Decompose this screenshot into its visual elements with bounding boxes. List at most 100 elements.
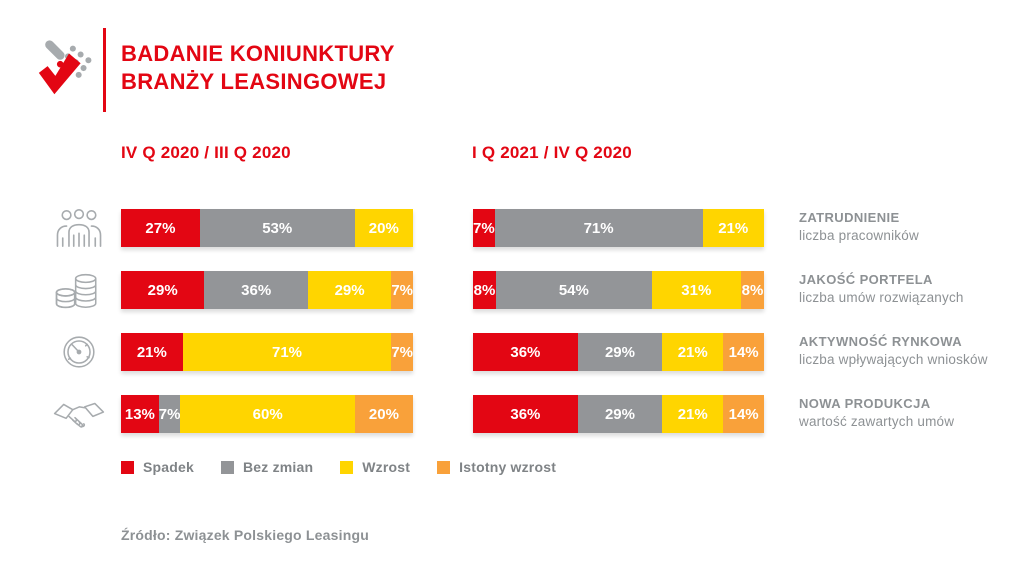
bar-segment: 36% <box>473 395 578 433</box>
bar-segment: 20% <box>354 209 414 247</box>
handshake-icon <box>50 391 108 437</box>
bar-segment: 7% <box>391 333 413 371</box>
chart-row: 29% 36% 29% 7% 8% 54% 31% 8% JAKOŚĆ PORTFELA licz… <box>0 267 1024 309</box>
legend-swatch <box>437 460 451 474</box>
stacked-bar-right-1: 8% 54% 31% 8% <box>473 271 764 309</box>
stacked-bar-left-0: 27% 53% 20% <box>121 209 414 247</box>
bar-segment: 8% <box>473 271 497 309</box>
segment-value-label: 20% <box>368 405 399 423</box>
legend-item-1: Bez zmian <box>221 459 313 475</box>
segment-value-label: 36% <box>241 281 272 299</box>
segment-value-label: 20% <box>368 219 399 237</box>
category-label: AKTYWNOŚĆ RYNKOWA liczba wpływających wni… <box>799 335 1024 369</box>
chart-rows: 27% 53% 20% 7% 71% 21% ZATRUDNIENIE liczba prac… <box>0 205 1024 453</box>
page-title: BADANIE KONIUNKTURY BRANŻY LEASINGOWEJ <box>121 40 395 96</box>
stacked-bar-right-3: 36% 29% 21% 14% <box>473 395 764 433</box>
stacked-bar-right-2: 36% 29% 21% 14% <box>473 333 764 371</box>
segment-value-label: 13% <box>124 405 155 423</box>
segment-value-label: 29% <box>604 343 635 361</box>
page-title-line1: BADANIE KONIUNKTURY <box>121 41 395 66</box>
bar-segment: 31% <box>651 271 741 309</box>
bar-segment: 29% <box>577 333 663 371</box>
segment-value-label: 53% <box>262 219 293 237</box>
legend: Spadek Bez zmian Wzrost Istotny wzrost <box>121 459 556 475</box>
chart-row: 27% 53% 20% 7% 71% 21% ZATRUDNIENIE liczba prac… <box>0 205 1024 247</box>
bar-segment: 27% <box>121 209 200 247</box>
company-logo <box>38 40 92 95</box>
bar-segment: 29% <box>121 271 205 309</box>
category-subtitle: liczba pracowników <box>799 228 919 244</box>
category-label: ZATRUDNIENIE liczba pracowników <box>799 211 1024 245</box>
bar-segment: 21% <box>662 333 724 371</box>
segment-value-label: 7% <box>158 405 181 423</box>
bar-segment: 7% <box>391 271 413 309</box>
category-label: JAKOŚĆ PORTFELA liczba umów rozwiązanych <box>799 273 1024 307</box>
category-title: NOWA PRODUKCJA <box>799 396 931 412</box>
coins-icon <box>50 267 108 313</box>
chart-row: 21% 71% 7% 36% 29% 21% 14% AKTYWNOŚĆ RYNKOWA lic… <box>0 329 1024 371</box>
bar-segment: 13% <box>121 395 159 433</box>
legend-label: Wzrost <box>362 459 411 475</box>
bar-segment: 60% <box>180 395 355 433</box>
segment-value-label: 21% <box>718 219 749 237</box>
bar-segment: 20% <box>354 395 413 433</box>
bar-segment: 21% <box>121 333 183 371</box>
segment-value-label: 36% <box>510 405 541 423</box>
segment-value-label: 60% <box>252 405 283 423</box>
segment-value-label: 71% <box>271 343 303 361</box>
bar-segment: 54% <box>496 271 652 309</box>
bar-segment: 29% <box>307 271 392 309</box>
bar-segment: 71% <box>182 333 392 371</box>
legend-item-3: Istotny wzrost <box>437 459 556 475</box>
legend-item-2: Wzrost <box>340 459 410 475</box>
legend-label: Istotny wzrost <box>459 459 557 475</box>
bar-segment: 14% <box>723 333 764 371</box>
gauge-icon <box>50 329 108 375</box>
legend-swatch <box>340 460 354 474</box>
page-title-line2: BRANŻY LEASINGOWEJ <box>121 69 387 94</box>
segment-value-label: 27% <box>145 219 176 237</box>
chart-row: 13% 7% 60% 20% 36% 29% 21% 14% NOWA PRODUKCJA war… <box>0 391 1024 433</box>
segment-value-label: 14% <box>728 405 759 423</box>
legend-swatch <box>121 460 134 474</box>
segment-value-label: 21% <box>136 343 167 361</box>
segment-value-label: 31% <box>681 281 712 299</box>
segment-value-label: 21% <box>677 343 708 361</box>
segment-value-label: 7% <box>473 219 495 237</box>
segment-value-label: 71% <box>583 219 614 237</box>
stacked-bar-left-1: 29% 36% 29% 7% <box>121 271 413 309</box>
bar-segment: 7% <box>473 209 495 247</box>
segment-value-label: 8% <box>473 281 496 299</box>
category-label: NOWA PRODUKCJA wartość zawartych umów <box>799 397 1024 431</box>
stacked-bar-left-2: 21% 71% 7% <box>121 333 413 371</box>
segment-value-label: 21% <box>677 405 708 423</box>
bar-segment: 36% <box>473 333 578 371</box>
bar-segment: 36% <box>204 271 308 309</box>
segment-value-label: 29% <box>334 281 365 299</box>
segment-value-label: 8% <box>741 281 764 299</box>
category-title: JAKOŚĆ PORTFELA <box>799 272 933 288</box>
category-subtitle: wartość zawartych umów <box>799 414 955 430</box>
stacked-bar-right-0: 7% 71% 21% <box>473 209 764 247</box>
header-divider <box>103 28 106 112</box>
segment-value-label: 14% <box>728 343 759 361</box>
category-title: AKTYWNOŚĆ RYNKOWA <box>799 334 963 350</box>
segment-value-label: 7% <box>391 281 413 299</box>
bar-segment: 21% <box>702 209 764 247</box>
bar-segment: 8% <box>740 271 764 309</box>
panel-title-right: I Q 2021 / IV Q 2020 <box>472 143 632 162</box>
stacked-bar-left-3: 13% 7% 60% 20% <box>121 395 413 433</box>
segment-value-label: 29% <box>604 405 635 423</box>
bar-segment: 7% <box>158 395 181 433</box>
legend-swatch <box>221 460 234 474</box>
legend-item-0: Spadek <box>121 459 194 475</box>
bar-segment: 21% <box>662 395 724 433</box>
legend-label: Spadek <box>143 459 194 475</box>
category-subtitle: liczba umów rozwiązanych <box>799 290 964 306</box>
bar-segment: 29% <box>577 395 663 433</box>
category-title: ZATRUDNIENIE <box>799 210 900 226</box>
segment-value-label: 7% <box>391 343 413 361</box>
people-icon <box>50 205 108 251</box>
bar-segment: 53% <box>199 209 355 247</box>
